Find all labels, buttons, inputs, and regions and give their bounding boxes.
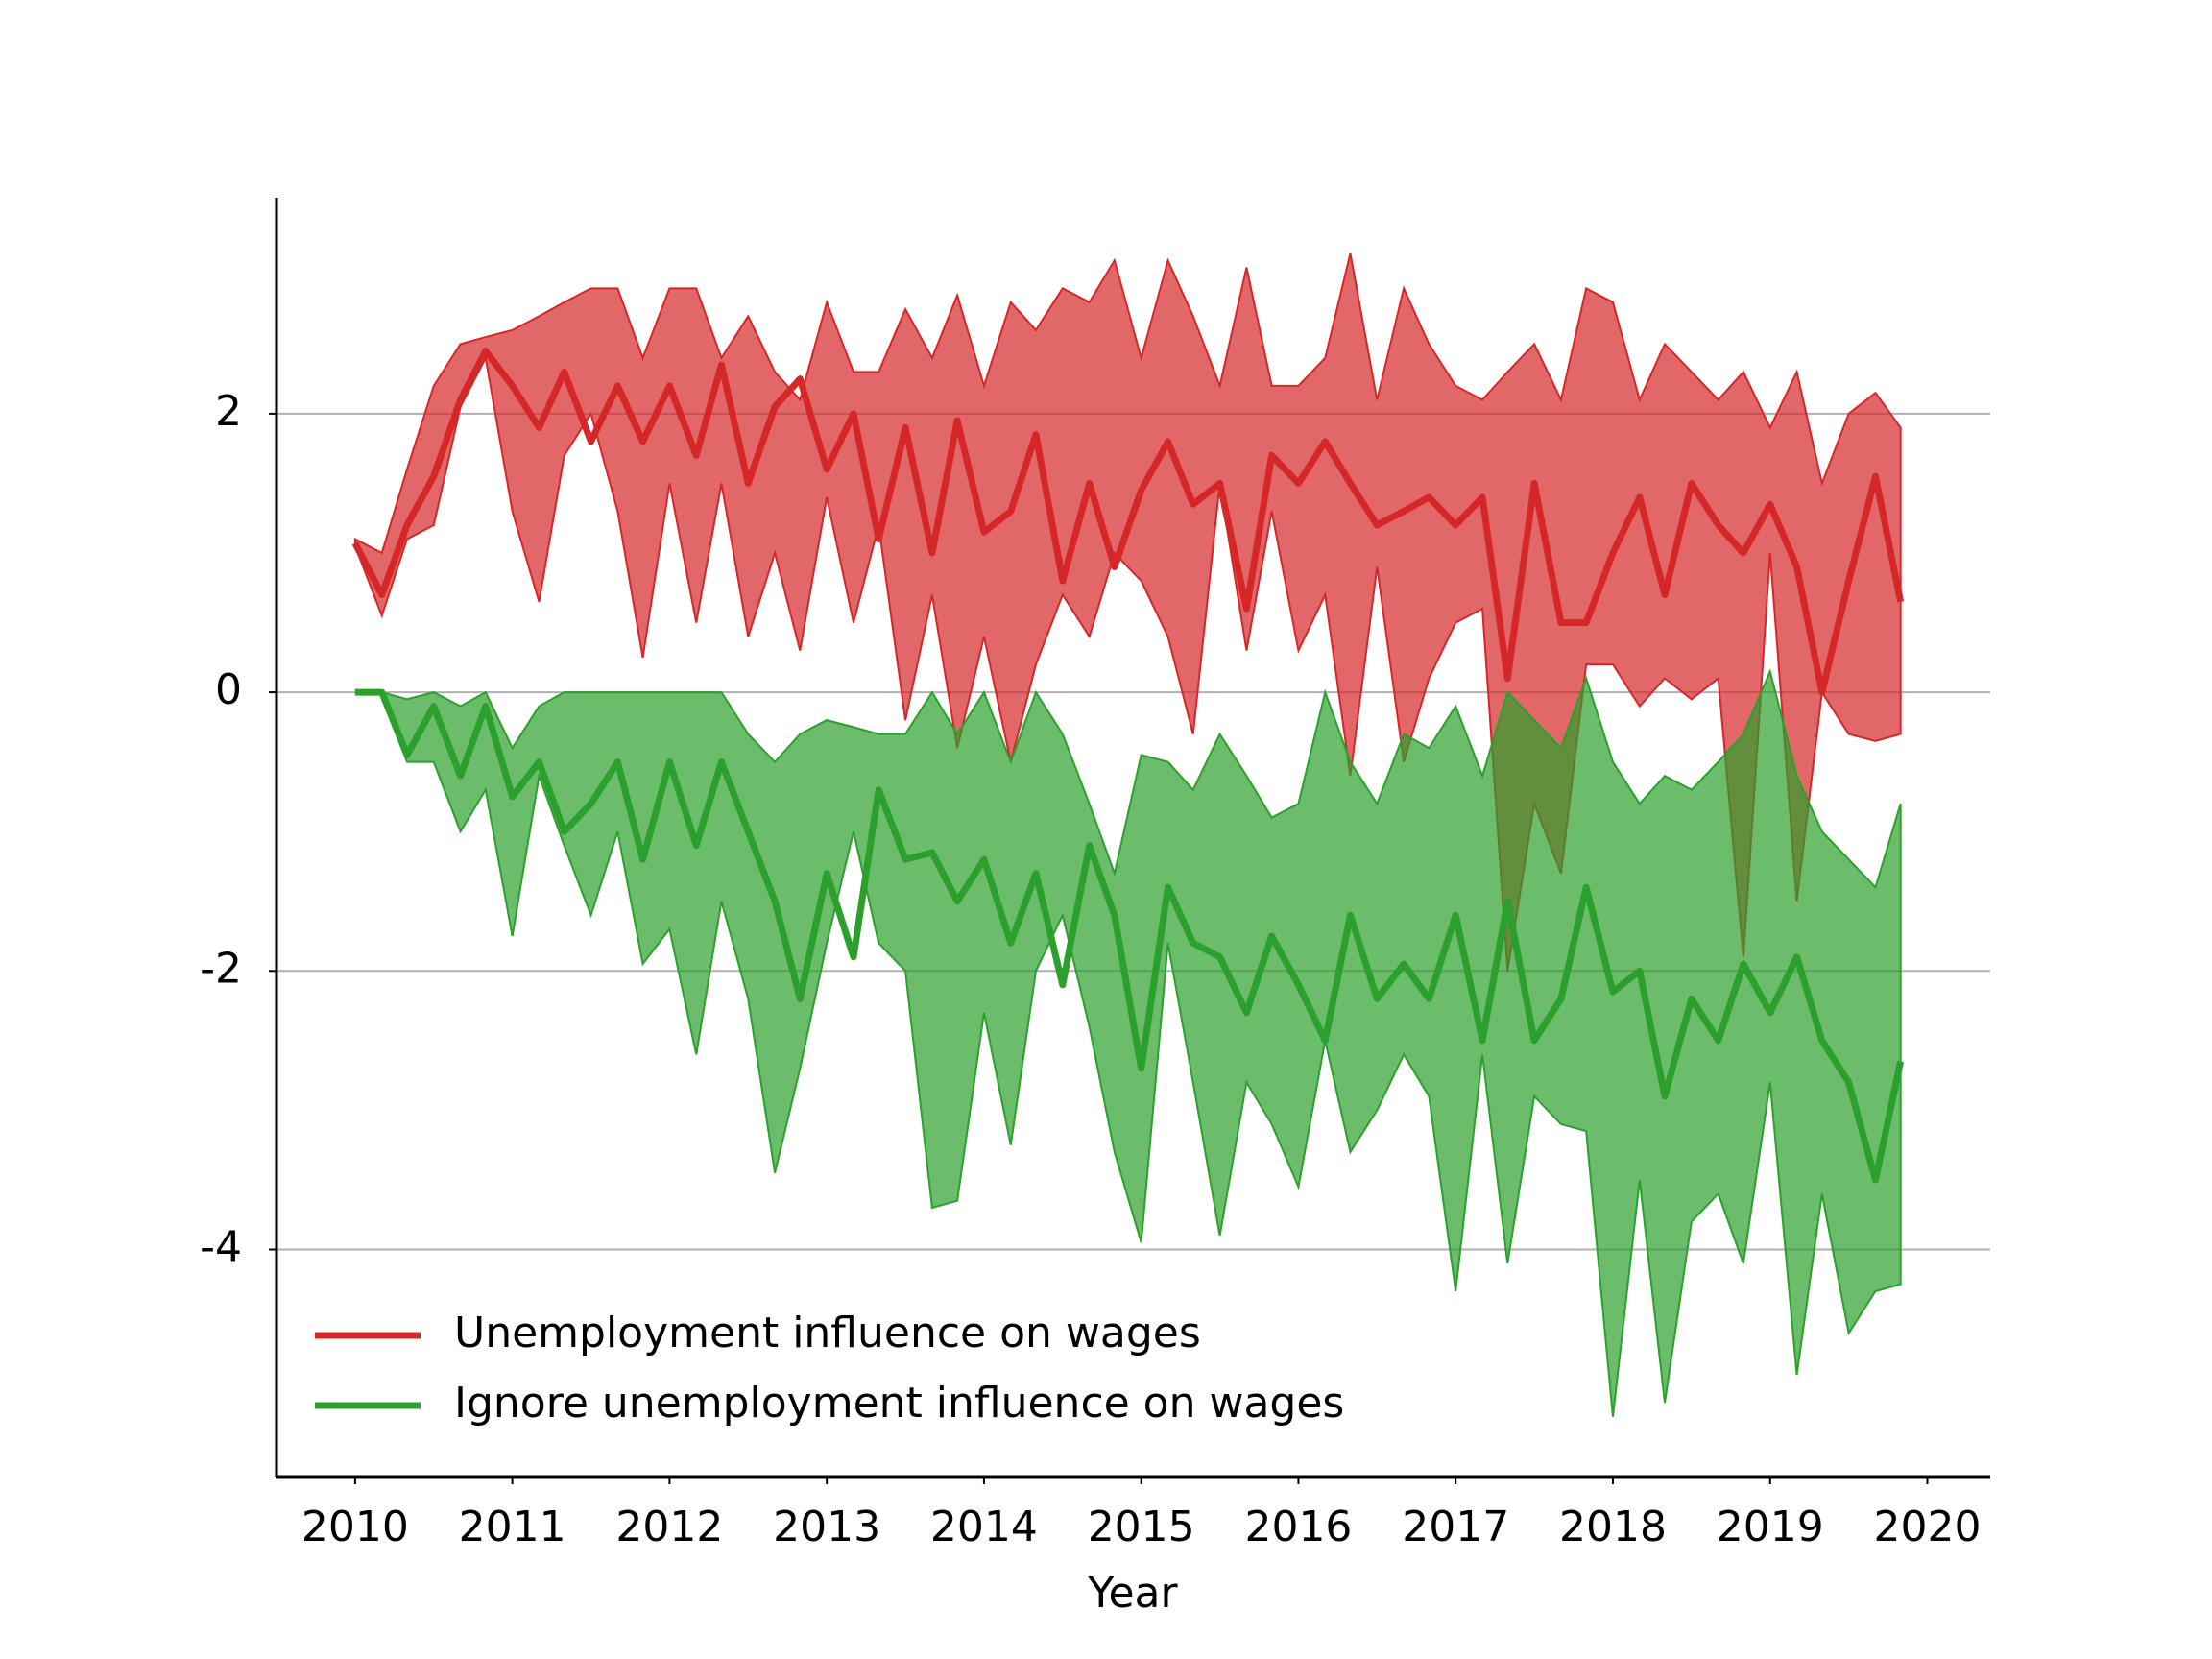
legend-label: Unemployment influence on wages — [454, 1309, 1201, 1358]
x-tick-label: 2012 — [615, 1503, 723, 1551]
x-tick-label: 2013 — [773, 1503, 880, 1551]
y-tick-label: 2 — [215, 387, 242, 436]
legend-label: Ignore unemployment influence on wages — [454, 1379, 1344, 1428]
x-tick-label: 2011 — [459, 1503, 566, 1551]
x-tick-label: 2017 — [1402, 1503, 1509, 1551]
y-tick-label: -4 — [200, 1222, 242, 1271]
x-tick-label: 2020 — [1874, 1503, 1982, 1551]
x-axis-label: Year — [1087, 1569, 1178, 1618]
x-tick-label: 2015 — [1088, 1503, 1195, 1551]
y-tick-label: 0 — [215, 665, 242, 714]
y-tick-label: -2 — [200, 944, 242, 993]
x-tick-label: 2016 — [1244, 1503, 1352, 1551]
x-tick-label: 2019 — [1717, 1503, 1824, 1551]
x-tick-label: 2018 — [1559, 1503, 1667, 1551]
x-tick-label: 2010 — [301, 1503, 409, 1551]
line — [354, 688, 1905, 1184]
x-tick-label: 2014 — [930, 1503, 1038, 1551]
confidence-band — [354, 668, 1902, 1417]
line — [351, 348, 1905, 696]
